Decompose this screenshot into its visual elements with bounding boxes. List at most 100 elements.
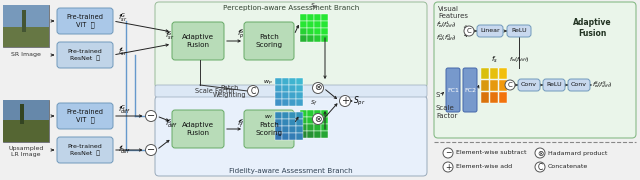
Text: $f_w^G(f_{diff}^G)$: $f_w^G(f_{diff}^G)$ xyxy=(436,33,457,43)
Text: +: + xyxy=(445,163,451,172)
FancyBboxPatch shape xyxy=(282,112,289,118)
FancyBboxPatch shape xyxy=(282,92,289,98)
Text: ReLU: ReLU xyxy=(546,82,562,87)
Circle shape xyxy=(145,111,157,122)
Text: C: C xyxy=(467,28,472,34)
Text: $w_p$: $w_p$ xyxy=(263,79,273,88)
FancyBboxPatch shape xyxy=(244,22,294,60)
FancyBboxPatch shape xyxy=(275,99,282,105)
Text: Fidelity-aware Assessment Branch: Fidelity-aware Assessment Branch xyxy=(229,168,353,174)
FancyBboxPatch shape xyxy=(543,79,565,91)
FancyBboxPatch shape xyxy=(57,8,113,34)
FancyBboxPatch shape xyxy=(499,80,507,91)
FancyBboxPatch shape xyxy=(275,85,282,91)
Text: $s_f$: $s_f$ xyxy=(310,99,318,108)
Text: $f_{diff}^S$: $f_{diff}^S$ xyxy=(165,117,178,131)
Text: C: C xyxy=(508,82,513,88)
FancyBboxPatch shape xyxy=(314,131,321,138)
FancyBboxPatch shape xyxy=(499,92,507,103)
FancyBboxPatch shape xyxy=(275,112,282,118)
FancyBboxPatch shape xyxy=(282,119,289,125)
Text: FC1: FC1 xyxy=(447,87,459,93)
Circle shape xyxy=(248,86,259,96)
FancyBboxPatch shape xyxy=(307,124,314,130)
FancyBboxPatch shape xyxy=(314,21,321,28)
FancyBboxPatch shape xyxy=(300,110,307,116)
Text: ReLU: ReLU xyxy=(511,28,527,33)
Text: C: C xyxy=(538,163,543,172)
FancyBboxPatch shape xyxy=(446,68,460,112)
Text: Visual
Features: Visual Features xyxy=(438,6,468,19)
FancyBboxPatch shape xyxy=(57,42,113,68)
Text: Scale
Factor: Scale Factor xyxy=(436,105,458,118)
Text: Adaptive
Fusion: Adaptive Fusion xyxy=(182,122,214,136)
Text: Pre-trained
ResNet  🔒: Pre-trained ResNet 🔒 xyxy=(68,144,102,156)
Text: Patch
Scoring: Patch Scoring xyxy=(255,34,283,48)
Text: Patch
Weighting: Patch Weighting xyxy=(213,84,247,98)
Text: $f_w(f_{diff})$: $f_w(f_{diff})$ xyxy=(509,55,529,64)
FancyBboxPatch shape xyxy=(296,78,303,84)
FancyBboxPatch shape xyxy=(481,92,489,103)
Text: Conv: Conv xyxy=(571,82,587,87)
FancyBboxPatch shape xyxy=(289,78,296,84)
Text: FC2: FC2 xyxy=(464,87,476,93)
FancyBboxPatch shape xyxy=(296,126,303,132)
FancyBboxPatch shape xyxy=(321,28,328,35)
FancyBboxPatch shape xyxy=(3,26,49,47)
FancyBboxPatch shape xyxy=(568,79,590,91)
Circle shape xyxy=(535,162,545,172)
Circle shape xyxy=(443,148,453,158)
Text: Perception-aware Assessment Branch: Perception-aware Assessment Branch xyxy=(223,5,359,11)
FancyBboxPatch shape xyxy=(282,133,289,140)
FancyBboxPatch shape xyxy=(296,112,303,118)
FancyBboxPatch shape xyxy=(490,68,498,79)
FancyBboxPatch shape xyxy=(275,126,282,132)
FancyBboxPatch shape xyxy=(275,133,282,140)
FancyBboxPatch shape xyxy=(244,110,294,148)
FancyBboxPatch shape xyxy=(314,110,321,116)
FancyBboxPatch shape xyxy=(300,21,307,28)
FancyBboxPatch shape xyxy=(289,133,296,140)
FancyBboxPatch shape xyxy=(3,5,49,47)
Text: +: + xyxy=(341,96,349,106)
Text: Concatenate: Concatenate xyxy=(548,165,588,170)
FancyBboxPatch shape xyxy=(3,100,49,120)
Text: $S_{pr}$: $S_{pr}$ xyxy=(353,94,365,107)
Text: $f_{diff}^G$: $f_{diff}^G$ xyxy=(118,103,131,117)
Text: $f_{sr}^L$: $f_{sr}^L$ xyxy=(118,45,127,59)
FancyBboxPatch shape xyxy=(296,99,303,105)
FancyBboxPatch shape xyxy=(307,131,314,138)
FancyBboxPatch shape xyxy=(275,78,282,84)
FancyBboxPatch shape xyxy=(481,68,489,79)
FancyBboxPatch shape xyxy=(307,117,314,123)
FancyBboxPatch shape xyxy=(321,117,328,123)
Text: $f_w^S(f_{diff}^S)$: $f_w^S(f_{diff}^S)$ xyxy=(592,80,612,90)
FancyBboxPatch shape xyxy=(155,85,427,97)
FancyBboxPatch shape xyxy=(57,137,113,163)
FancyBboxPatch shape xyxy=(3,100,49,142)
FancyBboxPatch shape xyxy=(321,14,328,21)
FancyBboxPatch shape xyxy=(289,99,296,105)
FancyBboxPatch shape xyxy=(3,120,49,142)
Text: Adaptive
Fusion: Adaptive Fusion xyxy=(573,18,611,38)
Text: −: − xyxy=(445,148,451,158)
FancyBboxPatch shape xyxy=(282,99,289,105)
Circle shape xyxy=(535,148,545,158)
FancyBboxPatch shape xyxy=(275,119,282,125)
FancyBboxPatch shape xyxy=(321,21,328,28)
FancyBboxPatch shape xyxy=(296,85,303,91)
FancyBboxPatch shape xyxy=(282,78,289,84)
Text: $f_f^S$: $f_f^S$ xyxy=(237,117,245,131)
FancyBboxPatch shape xyxy=(289,92,296,98)
FancyBboxPatch shape xyxy=(314,14,321,21)
Text: $f_p^S$: $f_p^S$ xyxy=(237,28,245,42)
FancyBboxPatch shape xyxy=(296,92,303,98)
FancyBboxPatch shape xyxy=(314,124,321,130)
FancyBboxPatch shape xyxy=(20,104,24,124)
FancyBboxPatch shape xyxy=(481,80,489,91)
FancyBboxPatch shape xyxy=(314,35,321,42)
FancyBboxPatch shape xyxy=(300,124,307,130)
Text: $w_f$: $w_f$ xyxy=(264,113,273,121)
FancyBboxPatch shape xyxy=(155,96,427,176)
FancyBboxPatch shape xyxy=(518,79,540,91)
